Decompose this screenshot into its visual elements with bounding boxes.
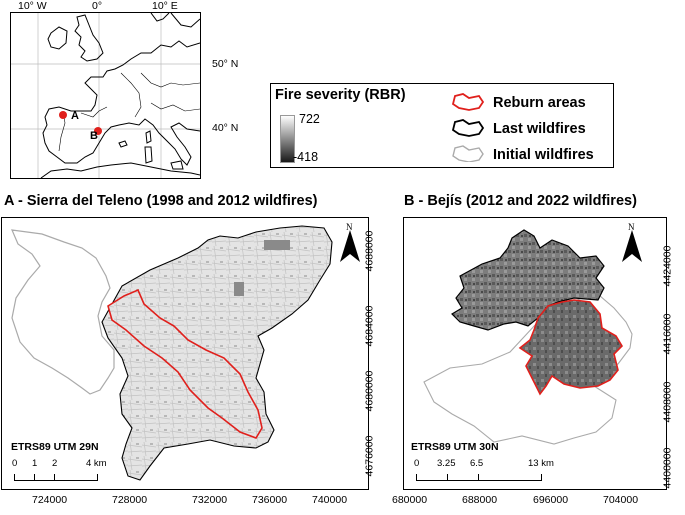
a-y-tick-3: 4676000 xyxy=(363,435,376,477)
crs-label-a: ETRS89 UTM 29N xyxy=(11,441,99,453)
b-y-tick-1: 4416000 xyxy=(661,313,674,355)
site-a-label: A xyxy=(71,110,79,122)
site-b-label: B xyxy=(90,130,98,142)
a-x-tick-1: 728000 xyxy=(112,494,148,506)
dark-patch xyxy=(234,282,244,296)
scale-tick-b xyxy=(478,474,479,480)
panel-b-title: B - Bejís (2012 and 2022 wildfires) xyxy=(404,193,637,209)
b-y-tick-2: 4408000 xyxy=(661,381,674,423)
initial-wildfire-symbol xyxy=(452,145,484,162)
a-x-tick-0: 724000 xyxy=(32,494,68,506)
panel-b-fire-map xyxy=(423,229,642,445)
severity-max: 722 xyxy=(299,112,320,126)
b-x-tick-2: 696000 xyxy=(533,494,569,506)
scale-label-b-2: 6.5 xyxy=(470,458,484,469)
panel-a-map: N ETRS89 UTM 29N 0 1 2 4 km xyxy=(1,217,369,490)
a-y-tick-2: 4680000 xyxy=(363,370,376,412)
a-x-tick-2: 732000 xyxy=(192,494,228,506)
scale-tick-a xyxy=(34,474,35,480)
site-a-marker xyxy=(59,111,67,119)
scale-label-a-2: 2 xyxy=(52,458,58,469)
scale-label-b-0: 0 xyxy=(414,458,420,469)
reburn-symbol xyxy=(451,93,485,111)
b-y-tick-3: 4400000 xyxy=(661,447,674,489)
crs-label-b: ETRS89 UTM 30N xyxy=(411,441,499,453)
scale-tick-a xyxy=(54,474,55,480)
b-x-tick-0: 680000 xyxy=(392,494,428,506)
last-wildfires-label: Last wildfires xyxy=(493,121,586,137)
b-y-tick-0: 4424000 xyxy=(661,245,674,287)
initial-wildfire-outline-a xyxy=(11,229,115,395)
north-label-a: N xyxy=(346,222,353,232)
panel-b-map: N ETRS89 UTM 30N 0 3.25 6.5 13 km xyxy=(403,217,667,490)
scale-label-b-1: 3.25 xyxy=(437,458,456,469)
europe-outline xyxy=(11,13,200,178)
legend-symbols xyxy=(451,93,485,162)
last-wildfire-symbol xyxy=(451,119,485,137)
reburn-area-b xyxy=(518,299,624,396)
scale-label-a-3: 4 km xyxy=(86,458,107,469)
legend-box: Fire severity (RBR) 722 -418 Reburn area… xyxy=(270,83,614,168)
inset-map: A B xyxy=(10,12,201,179)
panel-a-title: A - Sierra del Teleno (1998 and 2012 wil… xyxy=(4,193,318,209)
lon-label-0: 0° xyxy=(92,0,103,12)
severity-title: Fire severity (RBR) xyxy=(275,87,406,103)
scale-label-a-0: 0 xyxy=(12,458,18,469)
lat-label-40n: 40° N xyxy=(212,122,239,134)
panel-a-fire-map xyxy=(11,225,360,481)
scale-bar-b xyxy=(416,474,542,481)
a-y-tick-1: 4684000 xyxy=(363,305,376,347)
north-arrow-a xyxy=(340,230,360,262)
site-b-marker xyxy=(94,127,102,135)
reburn-area-a xyxy=(107,288,263,439)
lon-label-10e: 10° E xyxy=(152,0,178,12)
severity-min: -418 xyxy=(293,150,319,164)
severity-ramp xyxy=(280,115,295,163)
north-arrow-b xyxy=(622,230,642,262)
initial-wildfires-label: Initial wildfires xyxy=(493,147,594,163)
lat-label-50n: 50° N xyxy=(212,58,239,70)
lon-label-10w: 10° W xyxy=(18,0,47,12)
scale-bar-a xyxy=(14,474,98,481)
scale-label-a-1: 1 xyxy=(32,458,38,469)
last-wildfire-area-a xyxy=(101,225,333,481)
scale-tick-b xyxy=(447,474,448,480)
b-x-tick-3: 704000 xyxy=(603,494,639,506)
dark-patch xyxy=(264,240,290,250)
a-y-tick-0: 4688000 xyxy=(363,230,376,272)
north-label-b: N xyxy=(628,222,635,232)
a-x-tick-3: 736000 xyxy=(252,494,288,506)
b-x-tick-1: 688000 xyxy=(462,494,498,506)
scale-label-b-3: 13 km xyxy=(528,458,554,469)
a-x-tick-4: 740000 xyxy=(312,494,348,506)
reburn-label: Reburn areas xyxy=(493,95,586,111)
